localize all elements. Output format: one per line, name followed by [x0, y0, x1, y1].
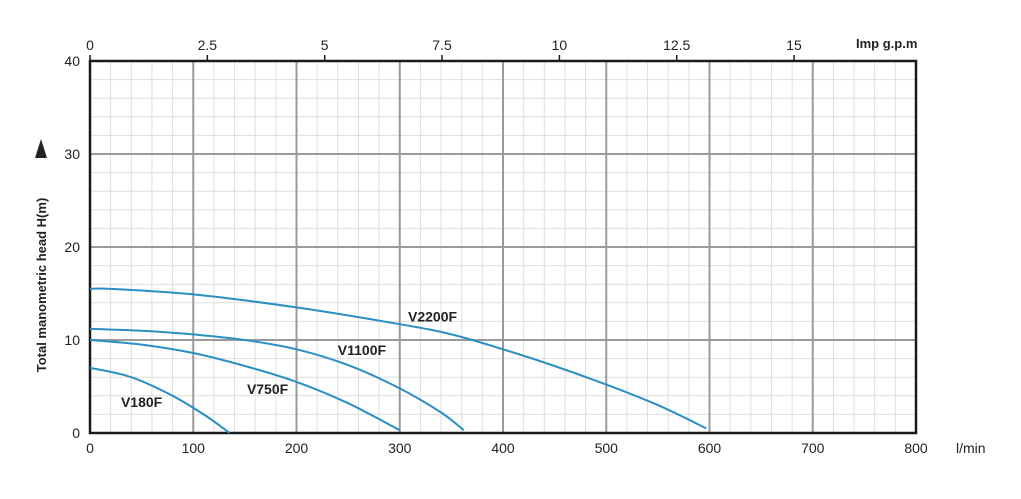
- y-tick-label: 10: [64, 332, 80, 348]
- series-label-v750f: V750F: [247, 381, 289, 397]
- curve-v2200f: [89, 287, 707, 430]
- plot-frame: [88, 59, 918, 435]
- top-tick-label: 7.5: [432, 37, 452, 53]
- x-tick-label: 600: [698, 440, 722, 456]
- top-tick-label: 0: [86, 37, 94, 53]
- y-axis-ticks: 0 10 20 30 40: [64, 53, 80, 441]
- series-label-v180f: V180F: [121, 394, 163, 410]
- top-tick-label: 12.5: [663, 37, 690, 53]
- series-labels: V180F V750F V1100F V2200F: [121, 308, 458, 410]
- x-tick-label: 100: [182, 440, 206, 456]
- y-tick-label: 40: [64, 53, 80, 69]
- y-tick-label: 20: [64, 239, 80, 255]
- curve-v180f: [89, 366, 231, 434]
- x-axis-ticks: 0 100 200 300 400 500 600 700 800: [86, 440, 928, 456]
- x-axis-label: l/min: [956, 440, 986, 456]
- x-tick-label: 300: [388, 440, 412, 456]
- curve-v1100f: [89, 327, 465, 431]
- series-label-v2200f: V2200F: [408, 308, 457, 324]
- x-tick-label: 200: [285, 440, 309, 456]
- x-tick-label: 400: [491, 440, 515, 456]
- y-tick-label: 30: [64, 146, 80, 162]
- top-tick-label: 15: [786, 37, 802, 53]
- x-tick-label: 800: [904, 440, 928, 456]
- top-tick-label: 10: [552, 37, 568, 53]
- up-arrow-icon: [35, 139, 47, 158]
- y-tick-label: 0: [72, 425, 80, 441]
- y-axis-label: Total manometric head H(m): [34, 198, 49, 373]
- x-tick-label: 700: [801, 440, 825, 456]
- top-axis-label: Imp g.p.m: [856, 36, 917, 51]
- curve-v750f: [89, 339, 401, 432]
- top-tick-label: 2.5: [198, 37, 218, 53]
- x-tick-label: 500: [595, 440, 619, 456]
- top-tick-label: 5: [321, 37, 329, 53]
- major-grid: [90, 61, 916, 433]
- x-tick-label: 0: [86, 440, 94, 456]
- series-label-v1100f: V1100F: [338, 342, 387, 358]
- performance-curves: [89, 287, 707, 434]
- top-axis-ticks: 0 2.5 5 7.5 10 12.5 15: [86, 37, 802, 61]
